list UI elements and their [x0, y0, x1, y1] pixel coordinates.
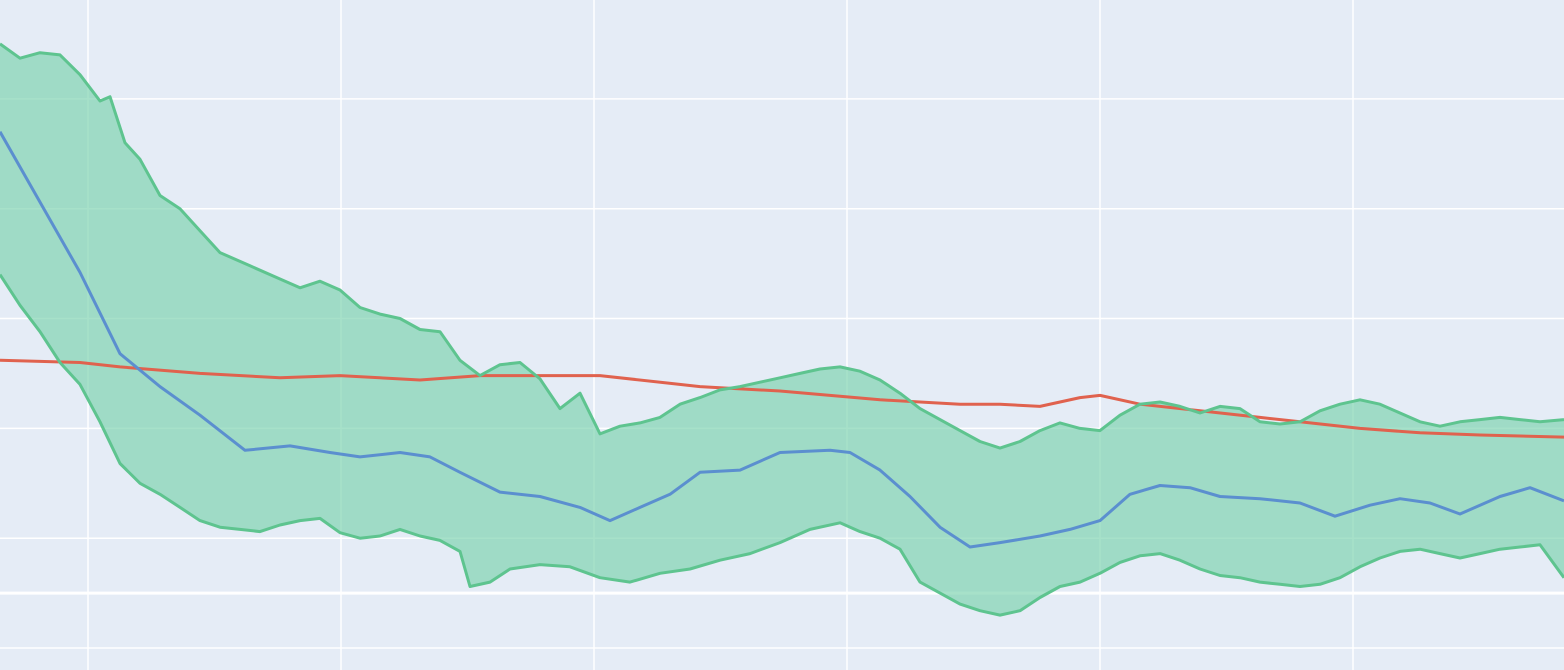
confidence-band [0, 43, 1564, 616]
band-area [0, 43, 1564, 616]
band-upper-line [0, 42, 1564, 450]
mean-line [0, 131, 1564, 549]
series-lines [0, 42, 1564, 617]
band-lower-line [0, 273, 1564, 617]
